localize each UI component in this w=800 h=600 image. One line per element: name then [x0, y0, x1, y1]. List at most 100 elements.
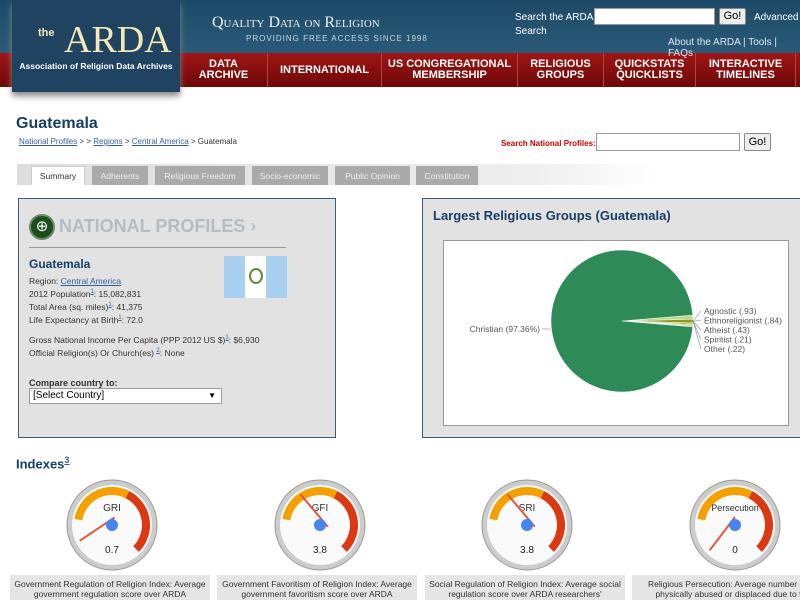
tab-public-opinion[interactable]: Public Opinion [335, 166, 410, 185]
gauge-orange-band [74, 487, 130, 521]
footnote-link[interactable]: 1 [225, 335, 229, 342]
pie-label: Agnostic (.93) [704, 306, 757, 316]
gauge-label: SRI [519, 503, 536, 514]
np-search-input[interactable] [596, 133, 740, 151]
compare-label: Compare country to: [29, 378, 118, 388]
search-go-button[interactable]: Go! [719, 8, 746, 25]
footnote-link[interactable]: 1 [118, 315, 122, 322]
gauge-hub [106, 519, 118, 531]
crumb-central-america[interactable]: Central America [131, 137, 189, 146]
footnote-link[interactable]: 1 [108, 302, 112, 309]
label: Life Expectancy at Birth [29, 315, 119, 325]
gauge-orange-band [697, 487, 753, 521]
tab-socio-economic[interactable]: Socio-economic [252, 166, 328, 185]
np-search-label: Search National Profiles: [501, 139, 596, 148]
pie-label: Atheist (.43) [704, 325, 750, 335]
region-link[interactable]: Central America [60, 276, 122, 286]
crumb-sep: > [122, 137, 132, 146]
breadcrumb: National Profiles > > Regions > Central … [19, 137, 237, 146]
nav-religious-groups[interactable]: RELIGIOUS GROUPS [518, 53, 604, 87]
gauge-label: GFI [312, 503, 329, 514]
nav-data-archive[interactable]: DATA ARCHIVE [180, 53, 268, 87]
nav-label: QUICKLISTS [616, 69, 683, 81]
divider [29, 247, 286, 248]
tagline-sub: PROVIDING FREE ACCESS SINCE 1998 [246, 34, 428, 43]
life-row: Life Expectancy at Birth1: 72.0 [29, 315, 143, 325]
crumb-national-profiles[interactable]: National Profiles [19, 137, 78, 146]
value: : 72.0 [121, 315, 143, 325]
search-label: Search the ARDA [515, 12, 594, 23]
footnote-link[interactable]: 3 [64, 455, 70, 465]
national-profiles-banner: NATIONAL PROFILES › [59, 216, 257, 236]
search-label-2: Search [515, 26, 547, 37]
pie-leader-line [692, 320, 702, 331]
footnote-link[interactable]: 2 [156, 348, 160, 355]
dropdown-arrow-icon: ▼ [208, 391, 216, 400]
gauge-orange-band [282, 487, 338, 521]
nav-international[interactable]: INTERNATIONAL [268, 53, 382, 87]
gauge-sri: SRI 3.8 [481, 479, 573, 571]
tab-adherents[interactable]: Adherents [92, 166, 148, 185]
gni-row: Gross National Income Per Capita (PPP 20… [29, 335, 259, 345]
nav-label: RELIGIOUS [530, 58, 591, 70]
crumb-current: Guatemala [197, 137, 237, 146]
globe-icon: ⊕ [29, 214, 55, 240]
gauge-description: Religious Persecution: Average number of… [632, 575, 800, 600]
nav-quickstats[interactable]: QUICKSTATS QUICKLISTS [604, 53, 696, 87]
region-row: Region: Central America [29, 276, 121, 286]
nav-label: QUICKSTATS [614, 58, 685, 70]
pie-label: Ethnoreligionist (.84) [704, 316, 782, 326]
pie-slice[interactable] [550, 249, 694, 393]
gauge-hub [314, 519, 326, 531]
tab-constitution[interactable]: Constitution [416, 166, 478, 185]
pie-chart: Christian (97.36%) Agnostic (.93)Ethnorel… [470, 249, 782, 393]
gauge-hub [521, 519, 533, 531]
logo-name: ARDA [64, 19, 172, 61]
select-value: [Select Country] [33, 390, 105, 401]
nav-label: INTERNATIONAL [279, 63, 369, 76]
tagline: Quality Data on Religion [212, 14, 380, 31]
gauge-value: 3.8 [520, 545, 534, 556]
gauge-persecution: Persecution 0 [689, 479, 781, 571]
gauge-gri: GRI 0.7 [66, 479, 158, 571]
nav-label: US CONGREGATIONAL [387, 58, 512, 70]
pie-leader-line [692, 320, 702, 322]
gauge-red-band [333, 491, 358, 552]
nav-label: INTERACTIVE [708, 58, 783, 70]
gauge-description: Government Favoritism of Religion Index:… [217, 575, 417, 600]
indexes-title: Indexes3 [16, 455, 69, 471]
arda-logo[interactable]: the ARDA Association of Religion Data Ar… [12, 0, 180, 92]
crumb-sep: > [188, 137, 198, 146]
tab-summary[interactable]: Summary [31, 166, 85, 185]
crumb-regions[interactable]: Regions [93, 137, 123, 146]
np-search-go-button[interactable]: Go! [744, 133, 771, 151]
chart-title: Largest Religious Groups (Guatemala) [433, 208, 671, 223]
gauge-orange-band [489, 487, 545, 521]
pie-label: Other (.22) [704, 344, 745, 354]
nav-label: MEMBERSHIP [412, 69, 487, 81]
population-row: 2012 Population1: 15,082,831 [29, 289, 141, 299]
gauge-description: Social Regulation of Religion Index: Ave… [425, 575, 625, 600]
gauge-value: 3.8 [313, 545, 327, 556]
pie-leader-line [692, 320, 702, 340]
gauge-value: 0.7 [105, 545, 119, 556]
pie-label: Spiritist (.21) [704, 335, 752, 345]
value: : 41,375 [111, 302, 143, 312]
logo-the: the [38, 27, 55, 39]
header-links[interactable]: About the ARDA | Tools | FAQs [668, 37, 777, 59]
gauge-label: Persecution [711, 503, 759, 513]
official-row: Official Religion(s) Or Church(es) 2: No… [29, 348, 185, 358]
value: : $6,930 [228, 335, 260, 345]
footnote-link[interactable]: 1 [90, 289, 94, 296]
nav-label: GROUPS [536, 69, 585, 81]
tab-religious-freedom[interactable]: Religious Freedom [155, 166, 245, 185]
compare-country-select[interactable]: [Select Country] ▼ [29, 388, 222, 404]
gauge-red-band [540, 491, 565, 552]
value: : None [159, 348, 185, 358]
advanced-search-link[interactable]: Advanced [754, 12, 799, 23]
nav-us-congregational[interactable]: US CONGREGATIONAL MEMBERSHIP [382, 53, 518, 87]
nav-timelines[interactable]: INTERACTIVE TIMELINES [696, 53, 796, 87]
gauge-red-band [748, 491, 773, 552]
search-input[interactable] [594, 8, 715, 25]
flag-emblem [249, 268, 263, 284]
